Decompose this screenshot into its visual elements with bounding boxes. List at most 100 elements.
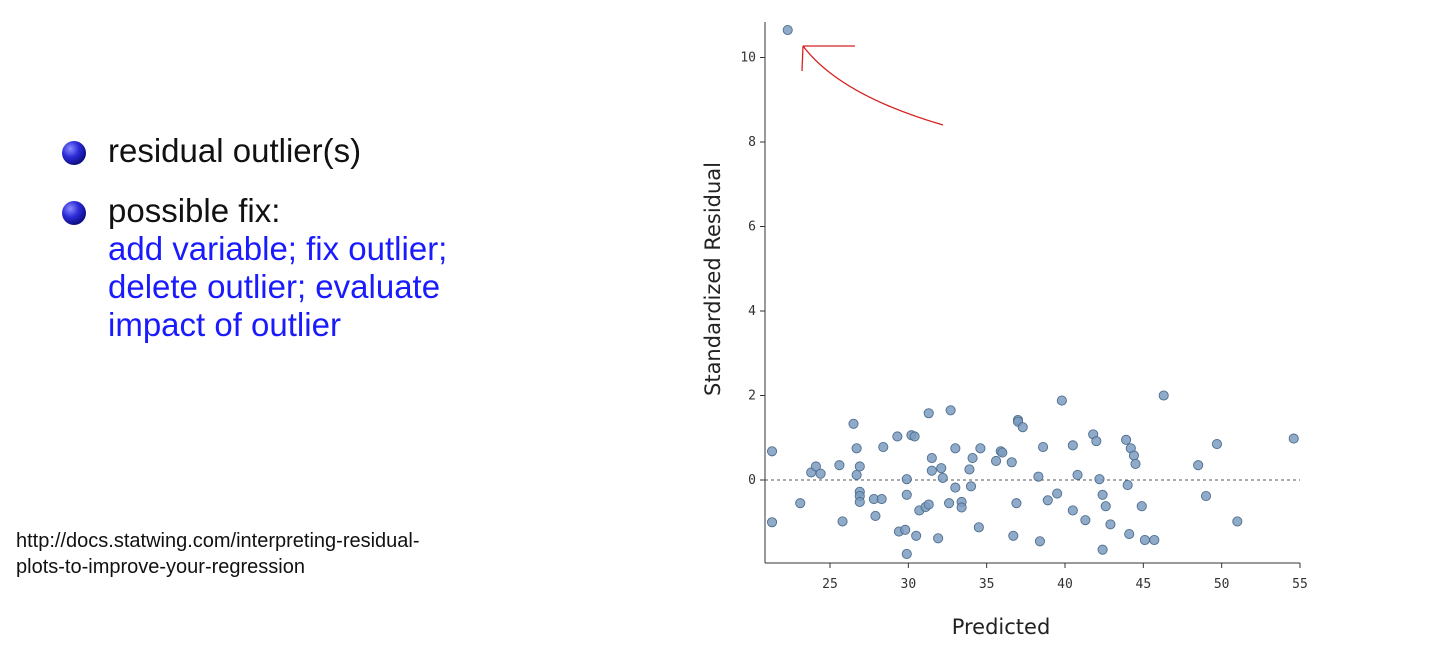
x-tick-label: 25: [822, 577, 838, 592]
bullet-possible-fix: possible fix: add variable; fix outlier;…: [60, 192, 580, 344]
data-point: [1091, 436, 1102, 447]
axis-ticks: 0 2 4 6 8 10 25 30 35 40 45 50 55: [740, 51, 1307, 593]
data-point: [991, 455, 1002, 467]
data-point: [950, 482, 961, 493]
fix-line: delete outlier; evaluate: [108, 268, 441, 305]
data-point: [876, 493, 887, 505]
fix-list: add variable; fix outlier; delete outlie…: [108, 230, 580, 344]
data-point: [1052, 488, 1063, 499]
data-point: [1067, 505, 1078, 516]
x-tick-label: 50: [1214, 577, 1230, 592]
data-point: [1038, 441, 1049, 453]
data-point: [892, 431, 903, 442]
data-point: [1067, 440, 1078, 451]
data-point: [1136, 501, 1147, 512]
x-tick-label: 35: [979, 577, 995, 592]
data-point: [926, 465, 937, 476]
residual-scatter-chart: 0 2 4 6 8 10 25 30 35 40 45 50 55 Predicted Standard…: [701, 22, 1308, 639]
data-point: [1122, 480, 1133, 491]
data-point: [945, 405, 956, 416]
data-point: [964, 464, 975, 475]
data-point: [851, 469, 862, 480]
y-tick-label: 10: [740, 51, 756, 66]
data-point: [878, 441, 889, 453]
data-point: [1080, 515, 1091, 526]
x-axis-label: Predicted: [952, 615, 1051, 639]
data-point: [997, 447, 1008, 458]
data-point: [1006, 457, 1017, 468]
data-point: [1033, 471, 1044, 482]
data-point: [911, 530, 922, 541]
data-point: [1232, 516, 1243, 527]
data-point: [837, 516, 848, 527]
source-url: http://docs.statwing.com/interpreting-re…: [16, 528, 576, 580]
data-point: [834, 460, 845, 471]
y-axis-label: Standardized Residual: [701, 162, 725, 396]
data-point: [1100, 501, 1111, 512]
data-point: [1121, 434, 1132, 445]
data-point: [870, 510, 881, 521]
data-points: [766, 24, 1299, 559]
data-point: [1008, 530, 1019, 541]
data-point: [1097, 544, 1108, 555]
data-point: [1034, 536, 1045, 547]
data-point: [1193, 460, 1204, 471]
source-line: plots-to-improve-your-regression: [16, 556, 305, 578]
data-point: [1017, 422, 1028, 433]
data-point: [973, 522, 984, 533]
data-point: [851, 443, 862, 454]
data-point: [766, 517, 778, 528]
data-point: [1128, 450, 1139, 461]
fix-line: impact of outlier: [108, 306, 341, 343]
bullet-ball-icon: [62, 201, 86, 225]
data-point: [1211, 439, 1223, 450]
data-point: [815, 468, 826, 479]
data-point: [1124, 529, 1135, 540]
data-point: [901, 548, 912, 559]
data-point: [1094, 474, 1105, 485]
y-tick-label: 2: [748, 389, 756, 404]
y-tick-label: 8: [748, 135, 756, 150]
data-point: [1105, 519, 1116, 530]
data-point: [936, 463, 947, 474]
y-tick-label: 6: [748, 220, 756, 235]
data-point: [1149, 534, 1160, 546]
x-tick-label: 45: [1136, 577, 1152, 592]
data-point: [854, 461, 865, 472]
annotation-arrow-icon: [801, 45, 944, 126]
bullet-text: possible fix:: [108, 192, 281, 229]
bullet-list: residual outlier(s) possible fix: add va…: [60, 132, 580, 366]
data-point: [926, 452, 937, 464]
data-point: [1158, 390, 1169, 401]
bullet-outlier: residual outlier(s): [60, 132, 580, 170]
bullet-ball-icon: [62, 141, 86, 165]
data-point: [1288, 433, 1299, 444]
data-point: [901, 489, 912, 500]
data-point: [950, 443, 961, 454]
data-point: [923, 499, 934, 510]
data-point: [933, 533, 944, 544]
data-point: [795, 498, 806, 509]
data-point: [967, 452, 978, 464]
data-point: [1130, 458, 1141, 469]
data-point: [944, 498, 955, 509]
data-point: [766, 446, 778, 457]
data-point: [848, 418, 859, 429]
data-point: [810, 461, 821, 472]
x-tick-label: 55: [1292, 577, 1308, 592]
data-point: [1139, 534, 1150, 546]
fix-line: add variable; fix outlier;: [108, 230, 448, 267]
data-point: [782, 24, 793, 36]
data-point: [1097, 489, 1108, 500]
data-point: [1011, 498, 1022, 509]
data-point: [965, 481, 977, 492]
data-point: [1056, 395, 1067, 406]
data-point: [923, 408, 934, 419]
data-point: [937, 472, 948, 483]
bullet-text: residual outlier(s): [108, 132, 362, 169]
data-point: [901, 474, 912, 485]
data-point: [900, 524, 911, 535]
data-point: [854, 496, 865, 508]
x-tick-label: 40: [1057, 577, 1073, 592]
data-point: [1072, 469, 1083, 480]
